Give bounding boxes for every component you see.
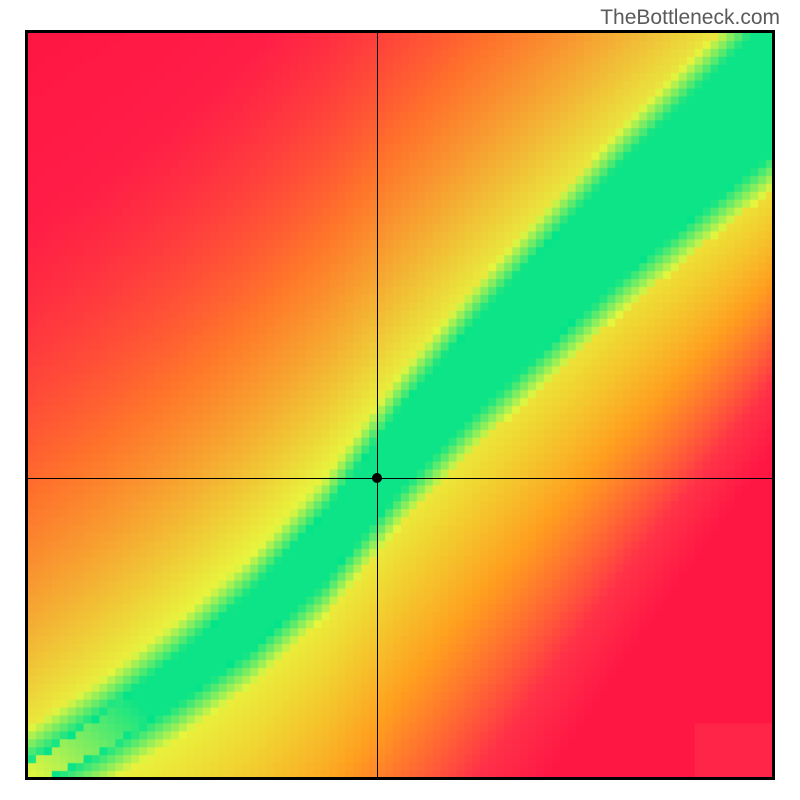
- data-point-marker: [372, 473, 382, 483]
- chart-container: TheBottleneck.com: [0, 0, 800, 800]
- watermark-text: TheBottleneck.com: [600, 6, 780, 30]
- heatmap-canvas: [28, 33, 772, 777]
- heatmap-plot-area: [25, 30, 775, 780]
- crosshair-horizontal: [28, 478, 772, 479]
- crosshair-vertical: [377, 33, 378, 777]
